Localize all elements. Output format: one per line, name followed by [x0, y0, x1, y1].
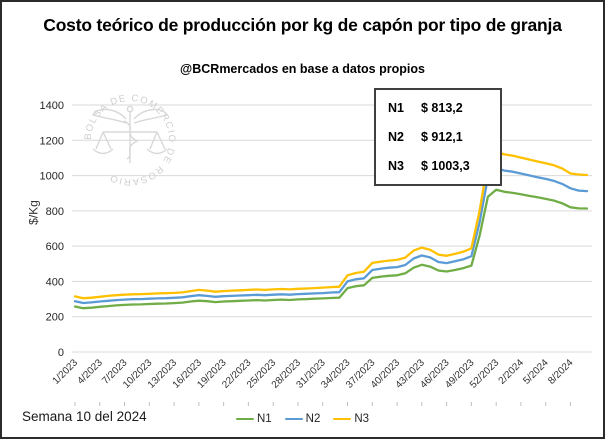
- caduceus-and-scales-icon: [92, 105, 168, 163]
- legend-line-swatch-n3: [333, 417, 352, 421]
- y-axis-tick-label: 1400: [40, 100, 64, 112]
- y-axis-tick-label: 400: [46, 276, 64, 288]
- y-axis-tick-label: 1000: [40, 171, 64, 183]
- callout-series-value: $ 1003,3: [421, 158, 470, 173]
- legend-item-n3: N3: [333, 413, 369, 425]
- legend-line-swatch-n1: [235, 417, 254, 421]
- chart-legend: N1 N2 N3: [2, 413, 603, 425]
- callout-series-name: N2: [388, 129, 404, 144]
- callout-series-value: $ 813,2: [421, 101, 463, 116]
- x-axis-tick-label: 8/2024: [546, 357, 576, 387]
- callout-row-n3: N3 $ 1003,3: [388, 159, 492, 173]
- x-axis-tick-label: 1/2023: [51, 357, 81, 387]
- callout-row-n1: N1 $ 813,2: [388, 101, 492, 115]
- legend-label: N1: [256, 413, 272, 425]
- y-axis-tick-label: 1200: [40, 135, 64, 147]
- legend-item-n1: N1: [235, 413, 272, 425]
- y-axis-tick-label: 600: [46, 241, 64, 253]
- callout-series-name: N1: [388, 101, 404, 116]
- legend-item-n2: N2: [284, 413, 321, 425]
- legend-line-swatch-n2: [284, 417, 303, 421]
- x-axis-tick-label: 2/2024: [497, 357, 527, 387]
- y-axis-tick-label: 200: [46, 312, 64, 324]
- legend-label: N2: [305, 413, 321, 425]
- series-line-N2: [73, 167, 589, 305]
- chart-subtitle: @BCRmercados en base a datos propios: [180, 62, 425, 76]
- chart-title: Costo teórico de producción por kg de ca…: [43, 15, 562, 35]
- y-axis-tick-label: 0: [58, 347, 64, 359]
- series-values-callout: N1 $ 813,2 N2 $ 912,1 N3 $ 1003,3: [374, 88, 502, 186]
- y-axis-tick-label: 800: [46, 206, 64, 218]
- callout-row-n2: N2 $ 912,1: [388, 130, 492, 144]
- x-axis-tick-label: 5/2024: [521, 357, 551, 387]
- series-line-N1: [73, 188, 589, 310]
- callout-series-name: N3: [388, 158, 404, 173]
- x-axis-tick-label: 4/2023: [76, 357, 106, 387]
- current-week-note: Semana 10 del 2024: [22, 409, 147, 424]
- callout-series-value: $ 912,1: [421, 129, 463, 144]
- legend-label: N3: [354, 413, 370, 425]
